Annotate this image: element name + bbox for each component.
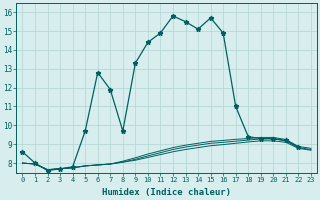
X-axis label: Humidex (Indice chaleur): Humidex (Indice chaleur) xyxy=(102,188,231,197)
